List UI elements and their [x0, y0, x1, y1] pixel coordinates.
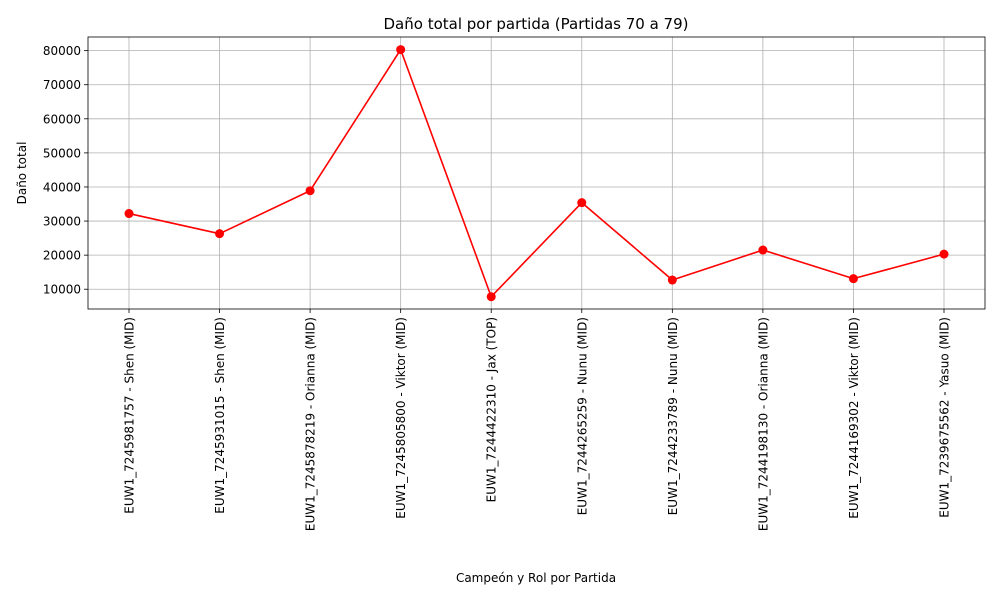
data-point: [305, 186, 315, 196]
y-tick-label: 80000: [43, 44, 81, 58]
x-tick-label: EUW1_7245931015 - Shen (MID): [213, 317, 227, 514]
x-tick-label: EUW1_7244422310 - Jax (TOP): [485, 317, 499, 502]
x-tick-label: EUW1_7244233789 - Nunu (MID): [666, 317, 680, 515]
axes: [87, 36, 986, 310]
data-point: [577, 198, 587, 208]
data-point: [124, 209, 134, 219]
data-point: [667, 275, 677, 285]
y-tick-label: 50000: [43, 146, 81, 160]
x-tick-label: EUW1_7245981757 - Shen (MID): [123, 317, 137, 514]
data-point: [396, 45, 406, 55]
x-tick-label: EUW1_7245805800 - Viktor (MID): [394, 317, 408, 519]
x-tick-label: EUW1_7245878219 - Orianna (MID): [304, 317, 318, 531]
y-axis-label: Daño total: [15, 142, 29, 205]
x-tick-label: EUW1_7244198130 - Orianna (MID): [756, 317, 770, 531]
y-tick-label: 10000: [43, 283, 81, 297]
grid: [88, 37, 985, 309]
x-tick-label: EUW1_7244265259 - Nunu (MID): [575, 317, 589, 515]
data-point: [758, 245, 768, 255]
y-tick-label: 30000: [43, 215, 81, 229]
y-tick-label: 40000: [43, 180, 81, 194]
data-point: [939, 249, 949, 259]
x-tick-label: EUW1_7239675562 - Yasuo (MID): [938, 317, 952, 518]
y-tick-label: 20000: [43, 249, 81, 263]
x-axis-label: Campeón y Rol por Partida: [456, 571, 616, 585]
chart-title: Daño total por partida (Partidas 70 a 79…: [384, 15, 689, 33]
y-tick-label: 70000: [43, 78, 81, 92]
ticks: 10000 20000 30000 40000 50000 60000 70000 80000…: [43, 44, 952, 531]
y-tick-label: 60000: [43, 112, 81, 126]
data-point: [486, 292, 496, 302]
data-point: [848, 274, 858, 284]
plot-frame: [87, 36, 986, 310]
series-line: [128, 48, 945, 298]
data-point: [215, 229, 225, 239]
x-tick-label: EUW1_7244169302 - Viktor (MID): [847, 317, 861, 519]
series: [124, 45, 949, 302]
